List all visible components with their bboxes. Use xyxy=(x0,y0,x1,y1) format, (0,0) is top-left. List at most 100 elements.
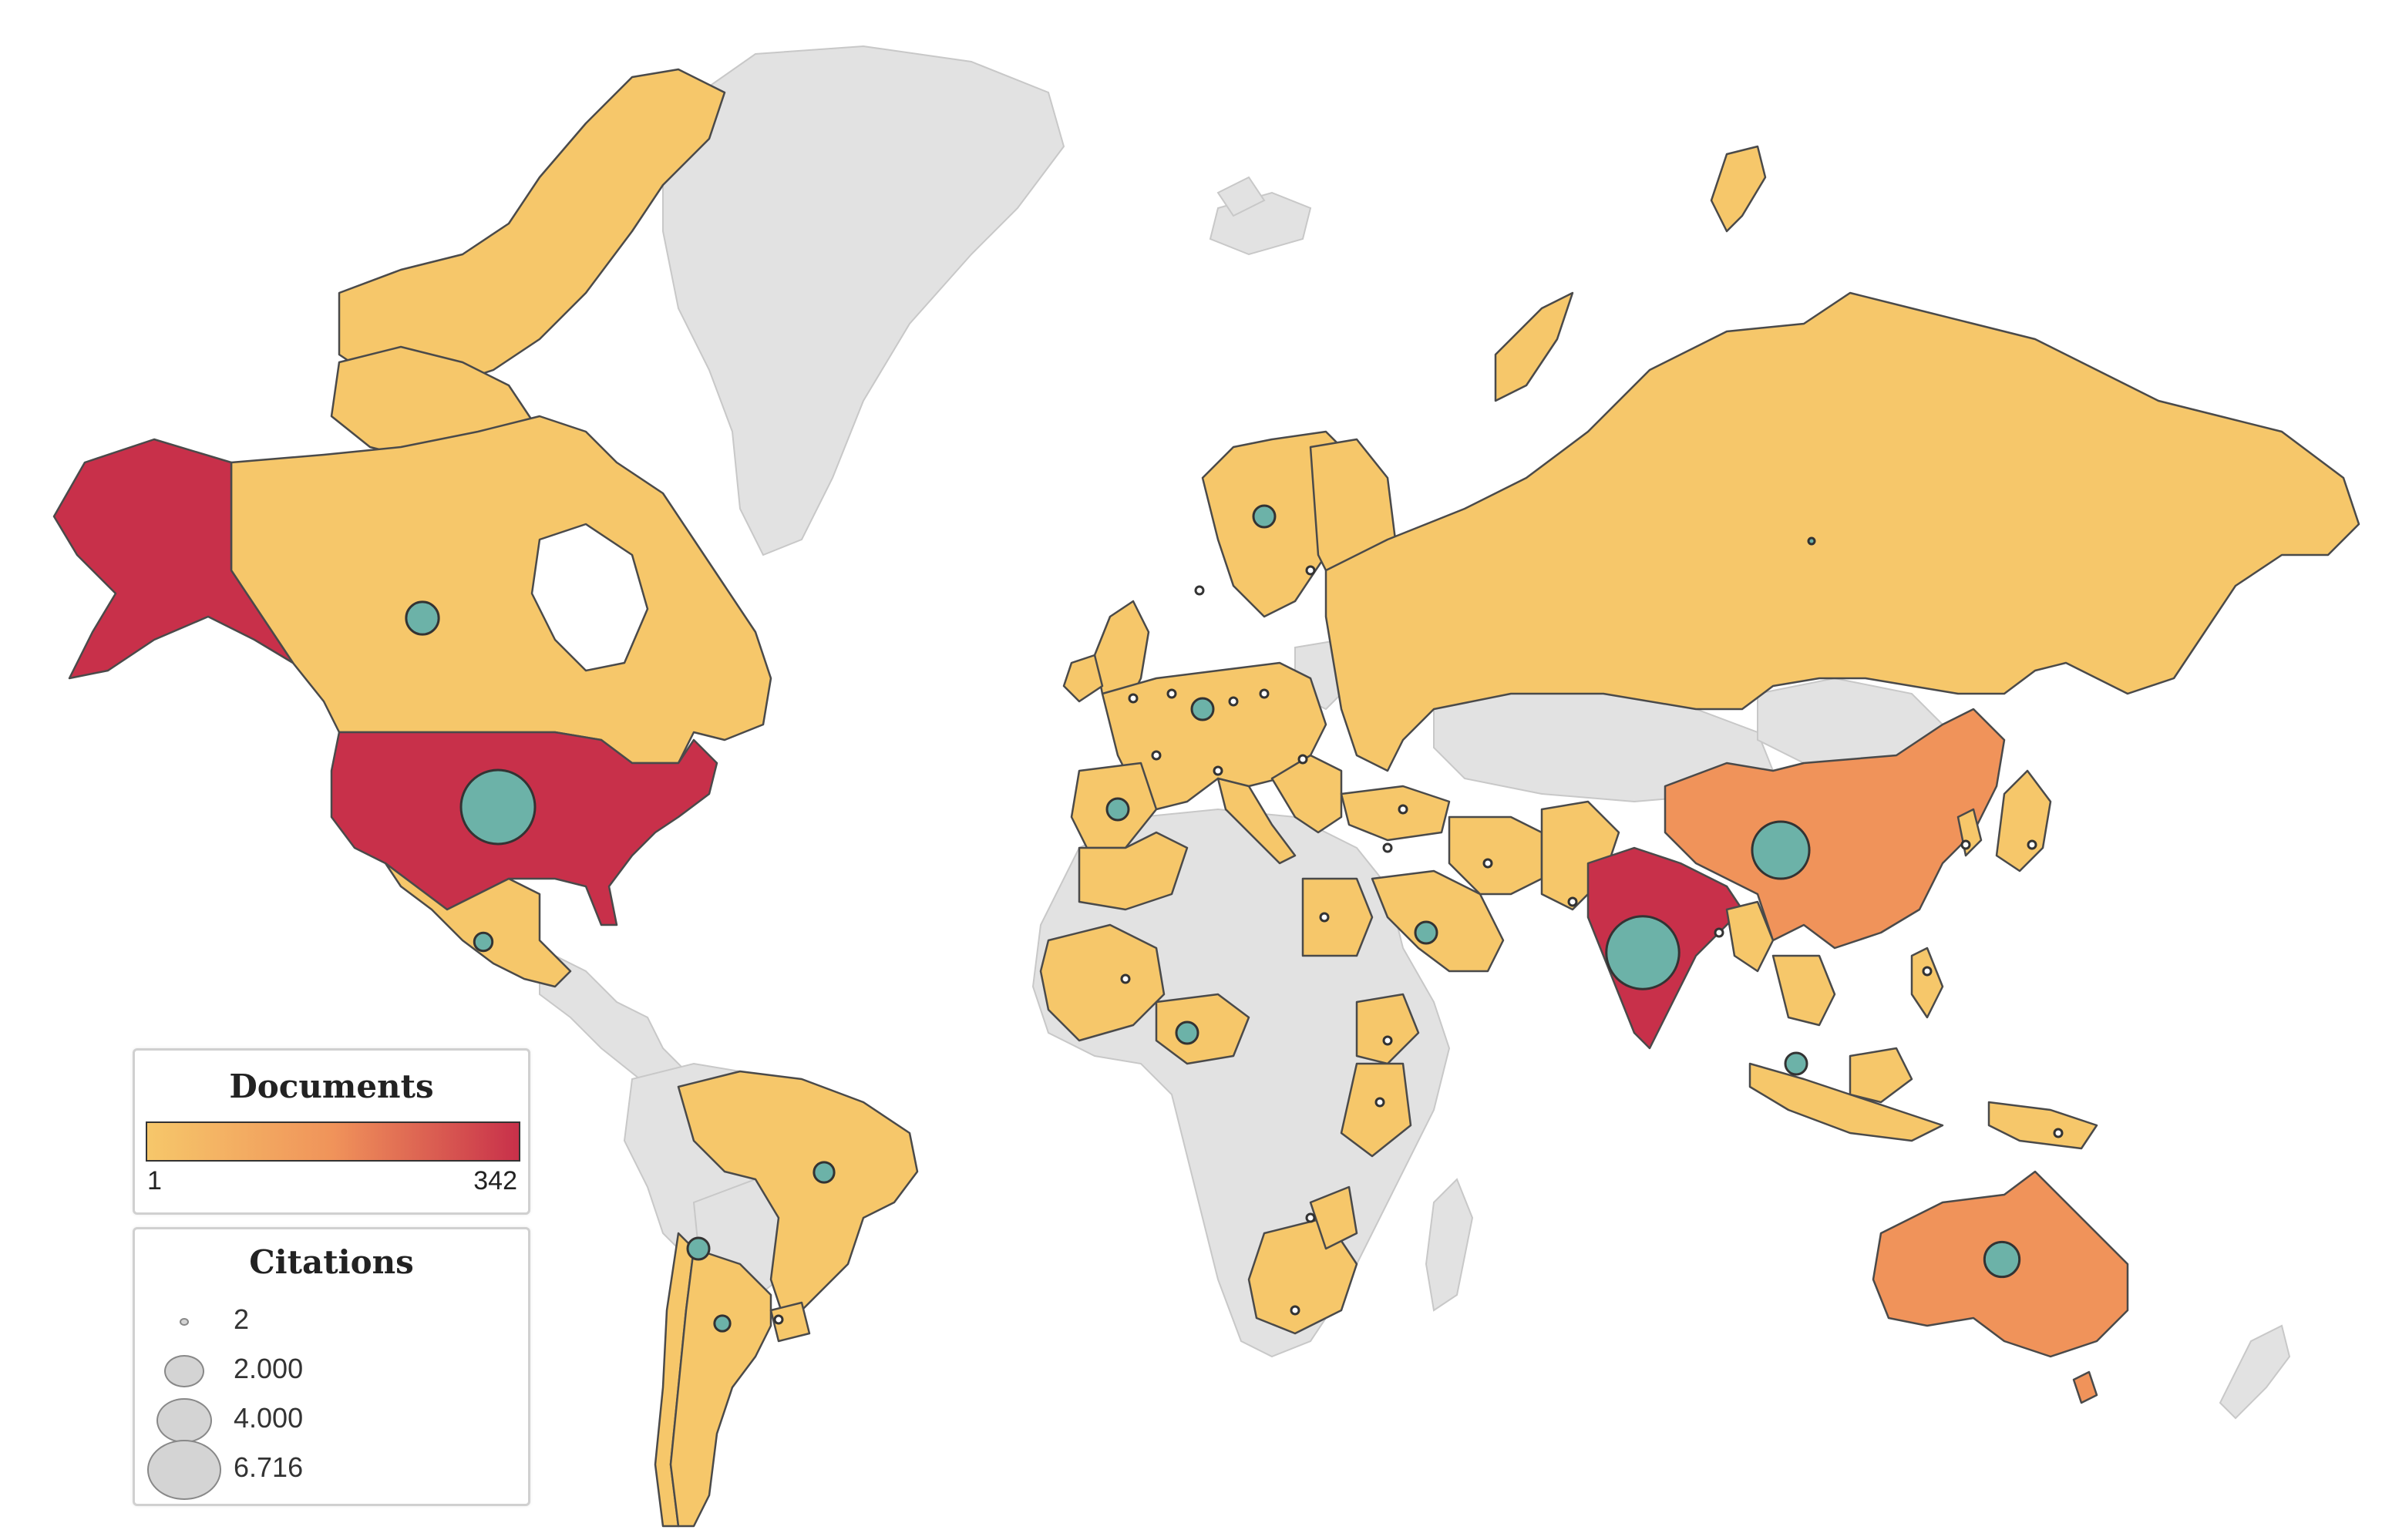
iran xyxy=(1448,815,1543,896)
indonesia xyxy=(1748,1062,1944,1142)
tasmania xyxy=(2072,1370,2098,1404)
country-dot xyxy=(1374,1097,1385,1108)
country-dot xyxy=(1922,966,1933,977)
balkans xyxy=(1270,754,1343,834)
country-dot xyxy=(1290,1305,1300,1316)
citations-legend-label: 6.716 xyxy=(234,1451,304,1483)
bubble-brazil xyxy=(813,1161,836,1184)
country-dot xyxy=(1398,804,1408,815)
documents-color-scale xyxy=(146,1121,520,1162)
bubble-china xyxy=(1751,820,1811,880)
novaya-zemlya xyxy=(1494,291,1574,402)
documents-max-label: 342 xyxy=(473,1166,517,1195)
japan xyxy=(1995,769,2052,873)
country-dot xyxy=(1297,754,1308,765)
citations-legend-item: 4.000 xyxy=(135,1397,528,1445)
country-dot xyxy=(1319,912,1330,923)
country-dot xyxy=(1714,927,1724,938)
country-dot xyxy=(1414,920,1438,945)
citations-size-swatch xyxy=(180,1317,189,1326)
citations-legend-label: 2 xyxy=(234,1303,250,1335)
country-dot xyxy=(1190,697,1215,721)
documents-legend: Documents 1 342 xyxy=(133,1048,530,1215)
country-dot xyxy=(773,1314,784,1325)
documents-min-label: 1 xyxy=(147,1166,162,1195)
saudi-arabia xyxy=(1371,869,1505,973)
canada xyxy=(230,415,772,765)
svalbard xyxy=(1216,176,1266,217)
bubble-russia xyxy=(1807,536,1816,546)
bubble-united-states xyxy=(459,768,537,846)
russia xyxy=(1324,291,2360,772)
turkey xyxy=(1340,785,1451,842)
philippines xyxy=(1910,947,1944,1019)
country-dot xyxy=(2053,1128,2064,1138)
country-dot xyxy=(1482,858,1493,869)
west-africa xyxy=(1039,923,1166,1042)
ireland xyxy=(1062,654,1104,703)
country-dot xyxy=(1567,896,1578,907)
country-dot xyxy=(1305,1212,1316,1223)
country-dot xyxy=(1151,750,1162,761)
china xyxy=(1664,708,2006,950)
country-dot xyxy=(1105,797,1130,822)
new-guinea xyxy=(1987,1101,2098,1150)
citations-legend-item: 2 xyxy=(135,1300,528,1347)
indochina xyxy=(1771,954,1836,1027)
greenland xyxy=(662,45,1065,556)
italy xyxy=(1216,777,1297,865)
borneo xyxy=(1849,1047,1913,1104)
siberian-islands xyxy=(1710,145,1767,233)
country-dot xyxy=(1382,842,1393,853)
country-dot xyxy=(686,1236,711,1261)
country-dot xyxy=(1120,973,1131,984)
citations-legend-item: 6.716 xyxy=(135,1440,528,1500)
bubble-canada xyxy=(405,600,440,636)
country-dot xyxy=(1228,696,1239,707)
maghreb xyxy=(1078,831,1189,911)
new-zealand xyxy=(2219,1324,2291,1420)
nigeria xyxy=(1155,993,1250,1065)
documents-legend-title: Documents xyxy=(229,1068,434,1105)
ethiopia xyxy=(1355,993,1420,1065)
citations-size-swatch xyxy=(147,1440,221,1500)
alaska xyxy=(52,438,294,680)
citations-legend: Citations 2 2.000 4.000 6.716 xyxy=(133,1227,530,1506)
citations-legend-label: 4.000 xyxy=(234,1402,304,1434)
country-dot xyxy=(1259,688,1270,699)
country-dot xyxy=(2027,839,2037,850)
country-dot xyxy=(1252,504,1277,529)
citations-size-swatch xyxy=(156,1397,212,1444)
country-dot xyxy=(1784,1051,1808,1076)
argentina xyxy=(669,1247,772,1528)
myanmar xyxy=(1725,900,1775,973)
country-dot xyxy=(1128,693,1139,704)
egypt xyxy=(1301,877,1374,957)
citation-bubbles xyxy=(405,504,2064,1333)
bubble-australia xyxy=(1983,1240,2021,1279)
country-dot xyxy=(1166,688,1177,699)
country-dot xyxy=(1960,839,1971,850)
mozambique xyxy=(1309,1185,1358,1250)
country-dot xyxy=(1175,1021,1199,1045)
country-dot xyxy=(1194,585,1205,596)
citations-legend-title: Citations xyxy=(249,1243,414,1281)
uruguay xyxy=(769,1301,811,1343)
citations-legend-item: 2.000 xyxy=(135,1350,528,1396)
madagascar xyxy=(1425,1178,1474,1312)
bubble-argentina xyxy=(713,1314,732,1333)
mexico xyxy=(384,862,572,988)
country-dot xyxy=(1305,565,1316,576)
brazil xyxy=(677,1070,919,1327)
country-dot xyxy=(1213,765,1223,776)
kenya-tanzania xyxy=(1340,1062,1412,1158)
country-dot xyxy=(1382,1035,1393,1046)
citations-legend-label: 2.000 xyxy=(234,1353,304,1384)
bubble-india xyxy=(1605,915,1681,990)
hudson-bay xyxy=(530,523,649,672)
citations-size-swatch xyxy=(164,1354,204,1388)
countries-with-data xyxy=(52,68,2360,1528)
bubble-mexico xyxy=(473,931,494,953)
